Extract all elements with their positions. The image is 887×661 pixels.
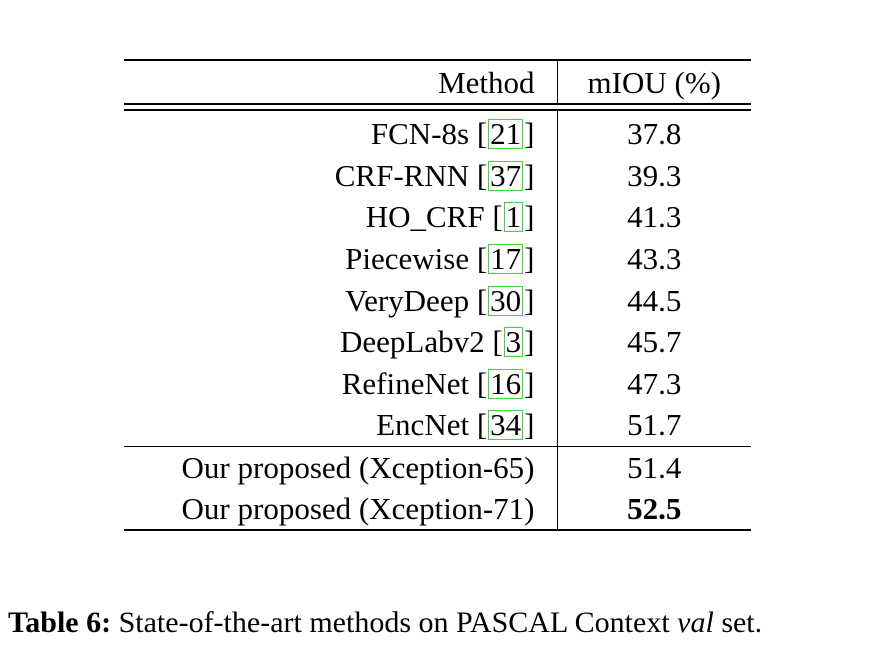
results-table: Method mIOU (%) FCN-8s [21] 37.8 CRF-RNN… xyxy=(124,59,751,531)
citation-link[interactable]: 37 xyxy=(488,157,524,193)
citation-link[interactable]: 17 xyxy=(488,241,524,277)
header-miou: mIOU (%) xyxy=(557,59,751,104)
proposed-method-cell: Our proposed (Xception-65) xyxy=(124,445,558,488)
best-miou-cell: 52.5 xyxy=(557,487,751,531)
table-row: EncNet [34] 51.7 xyxy=(124,404,751,447)
table-row: DeepLabv2 [3] 45.7 xyxy=(124,320,751,363)
method-name: DeepLabv2 xyxy=(339,324,485,360)
method-name: Piecewise xyxy=(345,241,470,277)
table-row: FCN-8s [21] 37.8 xyxy=(124,110,751,155)
caption-text-end: set. xyxy=(721,606,763,639)
method-name: EncNet xyxy=(376,407,470,443)
caption-label: Table 6: xyxy=(8,606,112,639)
table-row: CRF-RNN [37] 39.3 xyxy=(124,154,751,197)
method-cell: Piecewise [17] xyxy=(124,237,558,280)
method-name: FCN-8s xyxy=(370,116,470,152)
table-row: HO_CRF [1] 41.3 xyxy=(124,196,751,238)
citation-link[interactable]: 1 xyxy=(503,199,524,235)
method-name: VeryDeep xyxy=(345,282,470,318)
citation-link[interactable]: 21 xyxy=(488,116,524,152)
citation-link[interactable]: 34 xyxy=(488,407,524,443)
table-row: RefineNet [16] 47.3 xyxy=(124,362,751,405)
method-name: HO_CRF xyxy=(365,199,485,235)
header-method: Method xyxy=(124,59,558,104)
method-name: RefineNet xyxy=(341,365,470,401)
caption-text: State-of-the-art methods on PASCAL Conte… xyxy=(118,606,670,639)
miou-cell: 43.3 xyxy=(627,241,682,277)
results-table-container: Method mIOU (%) FCN-8s [21] 37.8 CRF-RNN… xyxy=(124,59,751,531)
miou-cell: 37.8 xyxy=(627,116,682,152)
method-cell: CRF-RNN [37] xyxy=(124,154,558,197)
miou-cell: 51.7 xyxy=(627,407,682,443)
citation-link[interactable]: 3 xyxy=(503,324,524,360)
caption-italic: val xyxy=(677,606,714,639)
proposed-method-cell: Our proposed (Xception-71) xyxy=(124,487,558,531)
method-cell: FCN-8s [21] xyxy=(124,110,558,155)
table-caption: Table 6: State-of-the-art methods on PAS… xyxy=(8,606,883,640)
proposed-row-best: Our proposed (Xception-71) 52.5 xyxy=(124,487,751,531)
citation-link[interactable]: 30 xyxy=(488,282,524,318)
citation-link[interactable]: 16 xyxy=(488,365,524,401)
miou-cell: 39.3 xyxy=(627,157,682,193)
method-cell: VeryDeep [30] xyxy=(124,279,558,321)
method-cell: DeepLabv2 [3] xyxy=(124,320,558,363)
method-name: CRF-RNN xyxy=(334,157,470,193)
proposed-miou-cell: 51.4 xyxy=(557,445,751,488)
method-cell: EncNet [34] xyxy=(124,404,558,447)
miou-cell: 47.3 xyxy=(627,365,682,401)
method-cell: RefineNet [16] xyxy=(124,362,558,405)
proposed-row: Our proposed (Xception-65) 51.4 xyxy=(124,445,751,488)
miou-cell: 44.5 xyxy=(627,282,682,318)
table-header-row: Method mIOU (%) xyxy=(124,59,751,104)
miou-cell: 41.3 xyxy=(627,199,682,235)
table-row: VeryDeep [30] 44.5 xyxy=(124,279,751,321)
miou-cell: 45.7 xyxy=(627,324,682,360)
header-double-rule xyxy=(124,103,751,111)
table-row: Piecewise [17] 43.3 xyxy=(124,237,751,280)
method-cell: HO_CRF [1] xyxy=(124,196,558,238)
